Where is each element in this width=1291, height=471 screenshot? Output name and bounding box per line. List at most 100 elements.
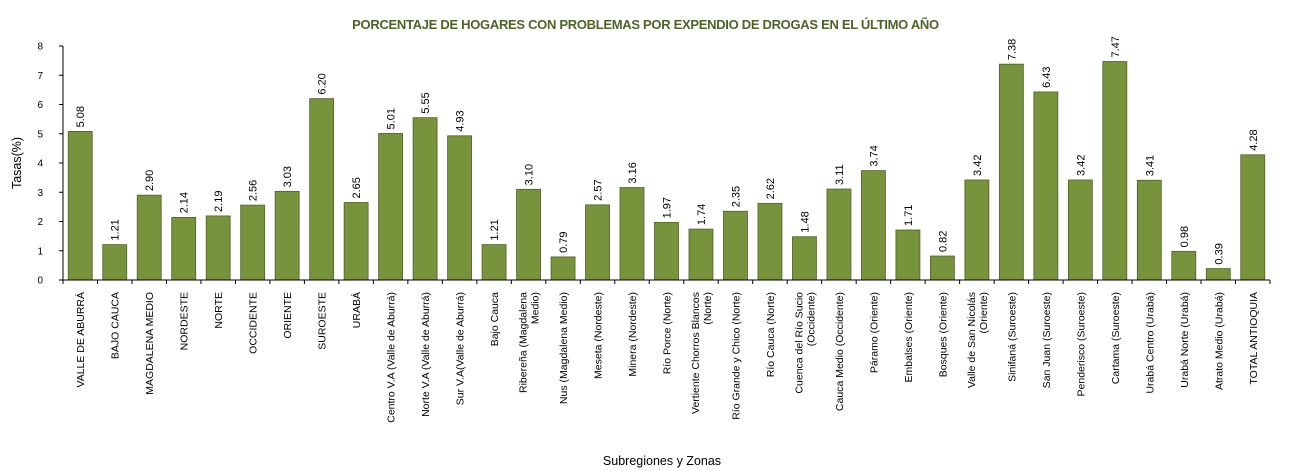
category-label: (Occidente) (805, 292, 817, 346)
data-label: 2.62 (765, 178, 777, 199)
category-label: Nus (Magdalena Medio) (558, 292, 570, 404)
bar (757, 202, 783, 281)
bar (654, 221, 679, 281)
data-label: 2.56 (248, 180, 260, 201)
category-label: Embalses (Oriente) (903, 292, 915, 382)
category-label: Cauca Medio (Occidente) (834, 292, 846, 411)
bar (171, 217, 197, 281)
bar (1067, 179, 1093, 281)
bar (826, 188, 852, 281)
data-label: 3.10 (524, 164, 536, 185)
data-label: 0.39 (1213, 243, 1225, 264)
data-label: 4.28 (1248, 129, 1260, 150)
data-label: 4.93 (455, 110, 467, 131)
bar (274, 190, 300, 281)
data-label: 5.08 (75, 106, 87, 127)
y-tick-label: 6 (37, 100, 43, 111)
y-tick-label: 8 (37, 42, 43, 53)
category-label: NORDESTE (179, 292, 191, 350)
category-label: Río Grande y Chico (Norte) (730, 292, 742, 420)
category-label: Minera (Nordeste) (627, 292, 639, 377)
bar (378, 133, 404, 281)
category-label: BAJO CAUCA (110, 292, 122, 359)
y-axis-title: Tasas(%) (10, 137, 24, 189)
category-label: VALLE DE ABURRÁ (74, 292, 87, 388)
bar (1205, 268, 1231, 281)
data-label: 6.43 (1041, 67, 1053, 88)
x-axis (62, 279, 1271, 284)
data-label: 1.74 (696, 204, 708, 225)
bar (1240, 154, 1266, 281)
category-label: Sinifaná (Suroeste) (1006, 292, 1018, 382)
data-label: 2.57 (593, 179, 605, 200)
data-label: 0.79 (558, 231, 570, 252)
category-label: OCCIDENTE (248, 292, 260, 354)
bar (619, 187, 645, 281)
category-label: Centro V.A (Valle de Aburrá) (386, 292, 398, 423)
bar (998, 63, 1024, 281)
bar (240, 204, 266, 281)
bar (550, 256, 576, 281)
data-label: 1.21 (110, 219, 122, 240)
bar (861, 170, 886, 281)
bar (929, 255, 955, 281)
data-label: 3.42 (972, 155, 984, 176)
category-label: Bosques (Oriente) (937, 292, 949, 377)
category-label: (Norte) (702, 292, 714, 325)
category-label: MAGDALENA MEDIO (144, 292, 156, 395)
data-label: 7.47 (1110, 36, 1122, 57)
data-label: 7.38 (1006, 39, 1018, 60)
bar (1033, 91, 1059, 281)
bar (1171, 250, 1197, 281)
category-label: Norte V.A (Valle de Aburrá) (420, 292, 432, 417)
category-label: Bajo Cauca (489, 292, 501, 346)
data-labels: 5.08 1.21 2.90 2.14 2.19 2.56 3.03 6.20 2.65 5.01… (75, 36, 1260, 265)
data-label: 2.14 (179, 192, 191, 213)
bar (136, 194, 162, 281)
data-label: 5.55 (420, 92, 432, 113)
category-label: Cartama (Suroeste) (1110, 292, 1122, 384)
bar (1136, 179, 1162, 281)
bar (585, 204, 610, 281)
data-label: 0.82 (937, 231, 949, 252)
bar (205, 215, 231, 281)
data-label: 3.16 (627, 162, 639, 183)
category-label: Ribereña (Magdalena (518, 292, 530, 393)
category-label: Atrato Medio (Urabá) (1213, 292, 1225, 390)
bar (792, 236, 817, 281)
category-label: ORIENTE (282, 292, 294, 339)
bar (481, 244, 507, 281)
data-label: 2.35 (730, 186, 742, 207)
data-label: 1.97 (662, 197, 674, 218)
category-label: San Juan (Suroeste) (1041, 292, 1053, 388)
y-tick-label: 7 (37, 71, 43, 82)
bar (895, 229, 921, 281)
category-label: NORTE (213, 292, 225, 329)
data-label: 3.03 (282, 166, 294, 187)
data-label: 3.74 (868, 145, 880, 166)
category-label: Meseta (Nordeste) (593, 292, 605, 379)
data-label: 3.41 (1144, 155, 1156, 176)
category-label: TOTAL ANTIOQUIA (1248, 292, 1260, 385)
y-tick-label: 1 (37, 246, 43, 257)
data-label: 0.98 (1179, 226, 1191, 247)
data-label: 3.42 (1075, 155, 1087, 176)
category-label: (Oriente) (978, 292, 990, 333)
category-label: Medio) (530, 292, 542, 324)
category-label: URABÁ (350, 292, 363, 328)
x-axis-title: Subregiones y Zonas (603, 454, 721, 468)
data-label: 1.71 (903, 205, 915, 226)
bar (102, 244, 128, 281)
category-label: Cuenca del Río Sucio (793, 292, 805, 394)
data-label: 3.11 (834, 164, 846, 185)
category-label: Sur V.A(Valle de Aburrá) (455, 292, 467, 405)
bar (723, 210, 748, 281)
bar (412, 117, 438, 281)
y-tick-label: 3 (37, 188, 43, 199)
category-label: Urabá Norte (Urabá) (1179, 292, 1191, 388)
category-label: Penderisco (Suroeste) (1075, 292, 1087, 396)
y-tick-label: 5 (37, 129, 43, 140)
category-label: SUROESTE (317, 292, 329, 350)
bars (67, 61, 1266, 281)
